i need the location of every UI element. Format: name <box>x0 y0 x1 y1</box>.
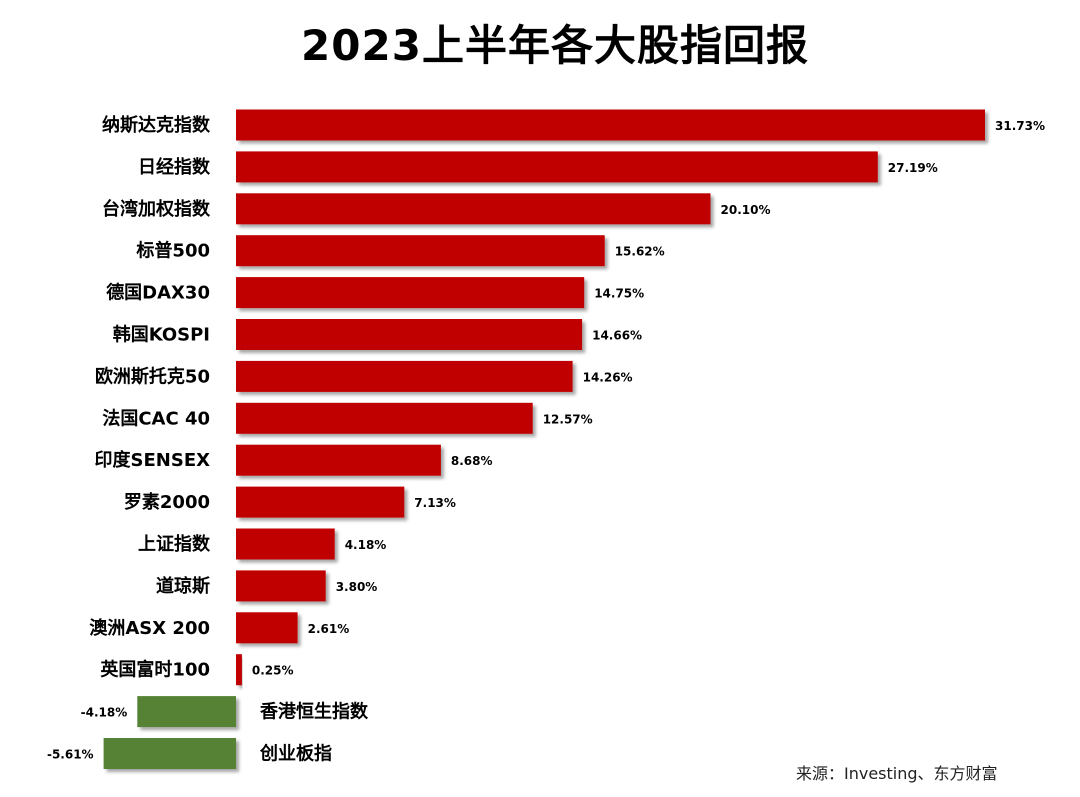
source-note: 来源：Investing、东方财富 <box>796 764 998 783</box>
bar-10 <box>236 528 335 560</box>
category-label: 印度SENSEX <box>95 449 211 471</box>
category-label: 香港恒生指数 <box>259 701 369 723</box>
category-label: 德国DAX30 <box>106 282 210 304</box>
bar-8 <box>236 444 441 476</box>
value-label: 12.57% <box>543 412 593 426</box>
bar-0 <box>236 109 985 141</box>
value-label: 27.19% <box>888 161 938 175</box>
category-label: 创业板指 <box>259 743 332 765</box>
bar-12 <box>236 612 298 644</box>
category-label: 标普500 <box>135 240 210 262</box>
category-label: 英国富时100 <box>99 659 210 681</box>
category-label: 欧洲斯托克50 <box>95 365 210 387</box>
category-label: 道琼斯 <box>156 575 210 597</box>
bar-6 <box>236 360 573 392</box>
value-label: 4.18% <box>345 538 387 552</box>
value-label: 3.80% <box>336 580 378 594</box>
category-label: 上证指数 <box>138 533 211 555</box>
value-label: -4.18% <box>81 706 128 720</box>
bar-5 <box>236 319 583 350</box>
bar-13 <box>236 654 242 686</box>
value-label: 31.73% <box>995 119 1045 133</box>
value-label: 14.26% <box>583 370 633 384</box>
bar-15 <box>103 738 236 769</box>
bar-7 <box>236 402 533 434</box>
value-label: 8.68% <box>451 454 493 468</box>
value-label: 15.62% <box>615 245 665 259</box>
category-label: 法国CAC 40 <box>102 407 210 429</box>
bar-3 <box>236 235 605 267</box>
bar-2 <box>236 193 711 225</box>
chart-title: 2023上半年各大股指回报 <box>301 21 809 70</box>
category-label: 纳斯达克指数 <box>102 114 211 136</box>
value-label: 2.61% <box>308 622 350 636</box>
value-label: 0.25% <box>252 664 294 678</box>
category-label: 台湾加权指数 <box>102 198 211 220</box>
bar-14 <box>137 696 236 728</box>
value-label: 14.66% <box>592 329 642 343</box>
category-label: 韩国KOSPI <box>113 324 210 346</box>
bar-9 <box>236 486 405 518</box>
value-label: 20.10% <box>721 203 771 217</box>
category-label: 日经指数 <box>138 156 211 178</box>
category-label: 澳洲ASX 200 <box>89 617 210 639</box>
category-label: 罗素2000 <box>124 492 210 513</box>
value-label: 14.75% <box>594 287 644 301</box>
bar-1 <box>236 151 878 183</box>
value-label: 7.13% <box>414 496 456 510</box>
bar-4 <box>236 277 585 309</box>
bar-11 <box>236 570 326 602</box>
value-label: -5.61% <box>47 748 94 762</box>
